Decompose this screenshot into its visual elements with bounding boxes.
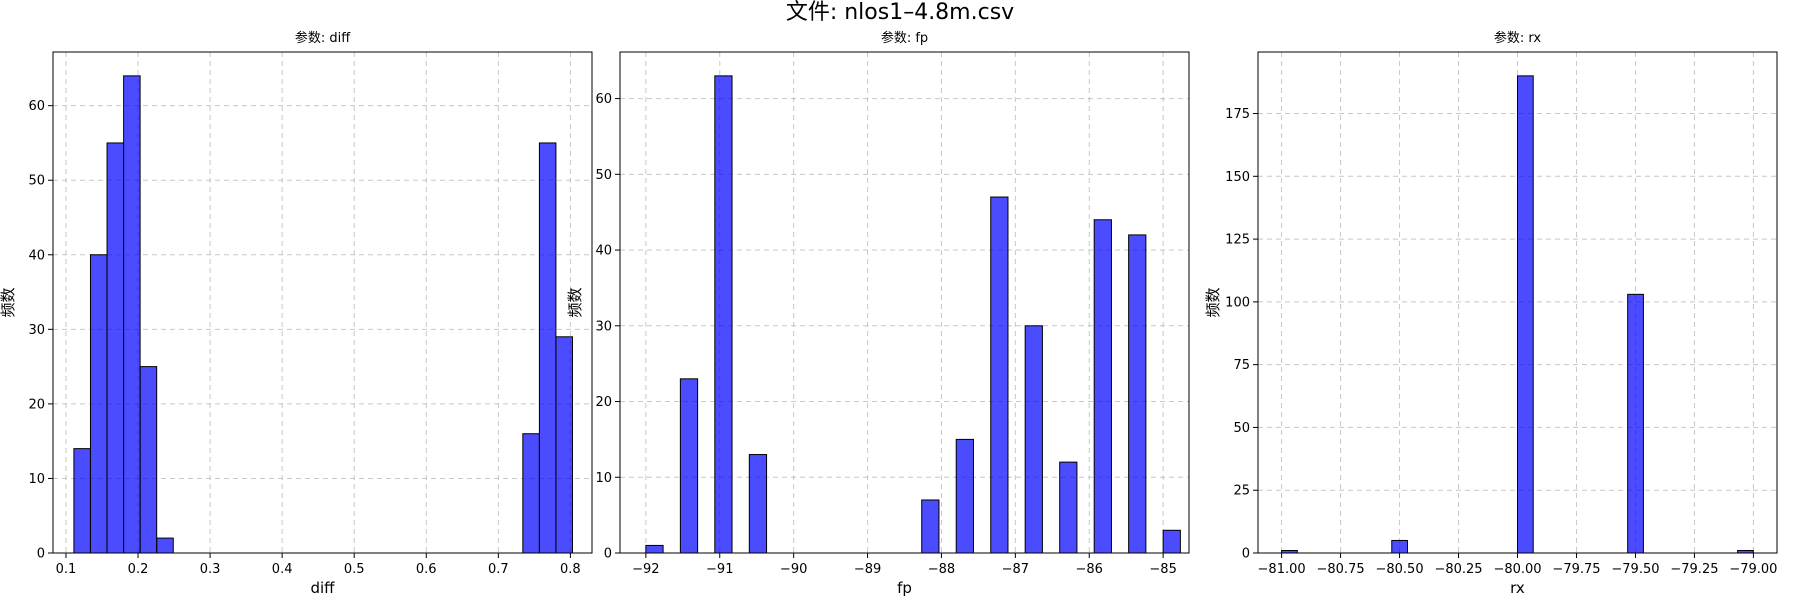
histogram-bar (156, 537, 174, 554)
y-tick-label: 20 (28, 397, 45, 412)
histogram-bar (538, 142, 557, 554)
y-tick-label: 25 (1233, 484, 1250, 499)
y-tick-label: 60 (595, 92, 612, 107)
x-axis-label: rx (1510, 579, 1525, 597)
histogram-bar (1517, 75, 1534, 554)
histogram-bar (748, 454, 768, 554)
plot-frame (619, 51, 1190, 554)
chart-title: 参数: rx (1494, 30, 1542, 46)
histogram-bar (106, 142, 125, 554)
plot-frame (52, 51, 593, 554)
chart-title: 参数: diff (295, 30, 351, 46)
x-tick-label: −92 (632, 562, 659, 577)
y-tick-label: 50 (595, 168, 612, 183)
histogram-bar (679, 378, 699, 554)
x-tick-label: −79.25 (1670, 562, 1718, 577)
x-tick-label: −79.75 (1552, 562, 1600, 577)
x-axis-label: diff (310, 579, 335, 597)
y-tick-label: 30 (595, 319, 612, 334)
histogram-bar (89, 254, 108, 554)
y-tick-label: 10 (595, 471, 612, 486)
histogram-bar (123, 75, 141, 554)
x-tick-label: 0.6 (416, 562, 437, 577)
x-tick-label: 0.1 (56, 562, 77, 577)
y-tick-label: 175 (1225, 107, 1250, 122)
histogram-bar (1059, 461, 1078, 554)
histogram-bar (1391, 539, 1408, 554)
y-tick-label: 20 (595, 395, 612, 410)
x-tick-label: 0.8 (560, 562, 581, 577)
histogram-bar (522, 433, 540, 554)
histogram-bar (955, 438, 974, 554)
y-tick-label: 0 (604, 547, 612, 562)
x-tick-label: −86 (1076, 562, 1103, 577)
x-tick-label: −80.00 (1493, 562, 1541, 577)
chart-panel-rx: −81.00 −80.75 −80.50 −80.25 −80.00 −79.75 −79.… (1204, 30, 1778, 597)
chart-panel-fp: −92 −91 −90 −89 −88 −87 −86 −85 0 10 20 30 40 50 60 参数:… (566, 30, 1190, 597)
figure-title: 文件: nlos1–4.8m.csv (785, 0, 1015, 25)
chart-title: 参数: fp (881, 30, 928, 46)
y-tick-label: 0 (1242, 547, 1250, 562)
x-axis-label: fp (897, 579, 912, 597)
histogram-bar (921, 499, 940, 554)
histogram-bar (1024, 325, 1043, 554)
x-tick-label: −85 (1149, 562, 1176, 577)
histogram-bar (990, 196, 1009, 554)
y-tick-label: 125 (1225, 233, 1250, 248)
x-tick-label: −80.25 (1434, 562, 1482, 577)
y-tick-label: 50 (1233, 421, 1250, 436)
y-tick-label: 150 (1225, 170, 1250, 185)
x-tick-label: 0.5 (344, 562, 365, 577)
x-tick-label: −80.50 (1375, 562, 1423, 577)
x-tick-label: −89 (854, 562, 881, 577)
histogram-bar (1128, 234, 1147, 554)
y-tick-label: 10 (28, 472, 45, 487)
y-tick-label: 40 (595, 244, 612, 259)
histogram-bar (555, 336, 573, 554)
histogram-bar (73, 448, 91, 554)
x-tick-label: −87 (1002, 562, 1029, 577)
x-tick-label: −80.75 (1317, 562, 1365, 577)
y-tick-label: 50 (28, 174, 45, 189)
y-tick-label: 75 (1233, 358, 1250, 373)
y-axis-label: 频数 (566, 287, 584, 317)
y-axis-label: 频数 (0, 287, 17, 317)
histogram-bar (1162, 529, 1181, 554)
x-tick-label: 0.2 (128, 562, 149, 577)
x-tick-label: 0.3 (200, 562, 221, 577)
y-axis-label: 频数 (1204, 287, 1222, 317)
y-tick-label: 0 (37, 547, 45, 562)
y-tick-label: 100 (1225, 295, 1250, 310)
x-tick-label: −79.00 (1729, 562, 1777, 577)
x-tick-label: 0.7 (488, 562, 509, 577)
histogram-bar (1627, 293, 1644, 554)
chart-panel-diff: 0.1 0.2 0.3 0.4 0.5 0.6 0.7 0.8 0 10 20 30 40 50 60 参数:… (0, 30, 593, 597)
x-tick-label: −88 (928, 562, 955, 577)
y-tick-label: 30 (28, 323, 45, 338)
x-tick-label: −91 (706, 562, 733, 577)
histogram-bar (1093, 219, 1112, 554)
histogram-bar (139, 366, 158, 554)
y-tick-label: 60 (28, 99, 45, 114)
x-tick-label: −81.00 (1258, 562, 1306, 577)
x-tick-label: 0.4 (272, 562, 293, 577)
y-tick-label: 40 (28, 248, 45, 263)
x-tick-label: −79.50 (1611, 562, 1659, 577)
histogram-bar (645, 544, 664, 554)
histogram-bar (714, 75, 733, 554)
x-tick-label: −90 (780, 562, 807, 577)
